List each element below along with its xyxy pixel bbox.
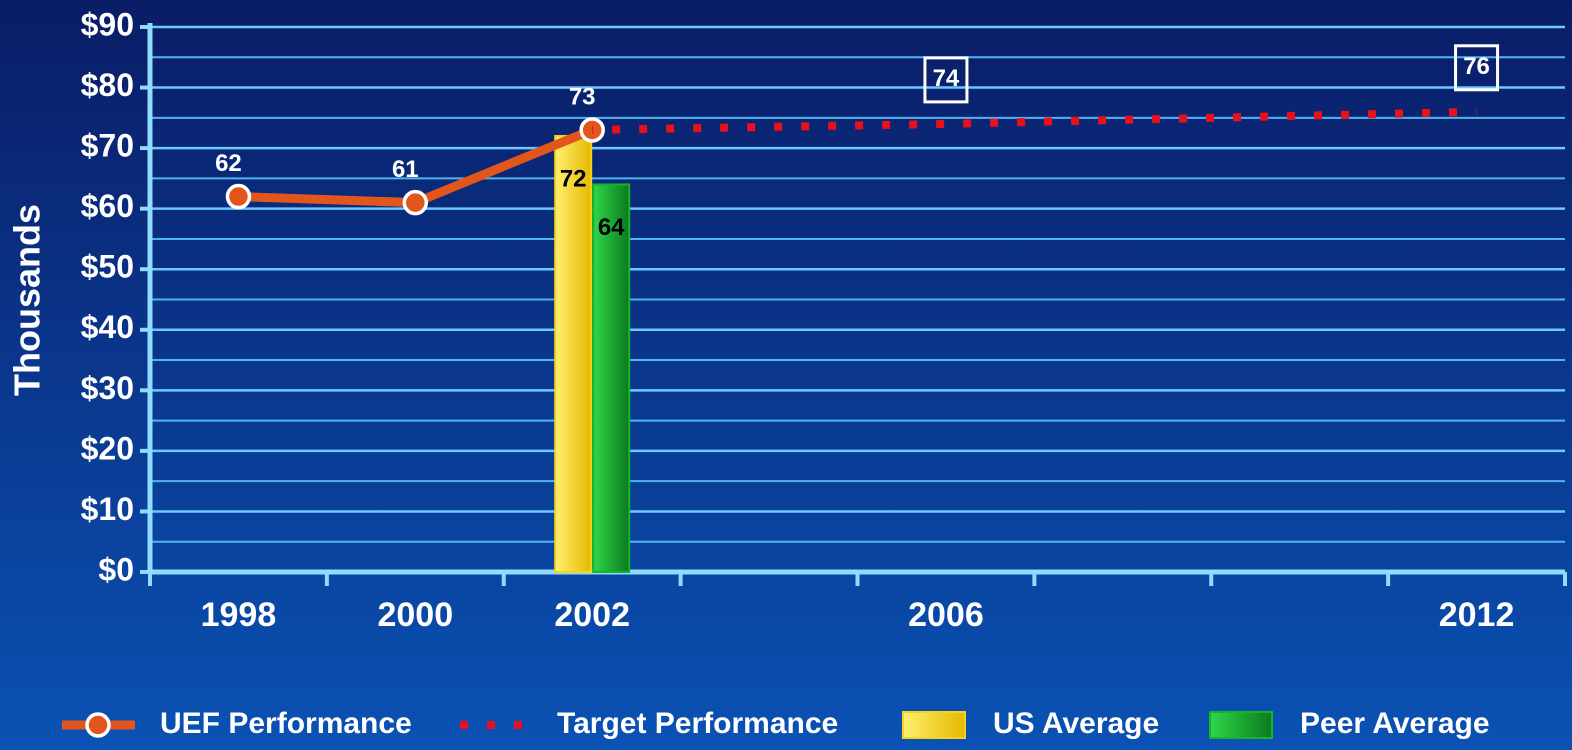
bar — [554, 135, 593, 573]
legend-label: US Average — [993, 707, 1159, 740]
legend-label: Peer Average — [1300, 707, 1490, 740]
legend-swatch — [1209, 711, 1273, 739]
x-tick-label: 2002 — [554, 596, 630, 634]
y-tick-label: $50 — [81, 249, 134, 285]
point-label: 74 — [933, 65, 960, 92]
legend-label: UEF Performance — [160, 707, 412, 740]
y-axis-label: Thousands — [7, 204, 48, 396]
bar — [592, 183, 631, 573]
x-tick-label: 1998 — [201, 596, 277, 634]
bar-label: 72 — [560, 165, 587, 192]
y-tick-label: $30 — [81, 370, 134, 406]
y-tick-label: $60 — [81, 188, 134, 224]
point — [402, 189, 429, 216]
label-box — [1454, 44, 1500, 92]
point-label: 73 — [569, 83, 596, 110]
y-tick-label: $40 — [81, 309, 134, 345]
point — [225, 183, 252, 210]
y-tick-label: $80 — [81, 67, 134, 103]
point-label: 76 — [1463, 53, 1490, 80]
x-tick-label: 2000 — [377, 596, 453, 634]
point-label: 62 — [215, 150, 242, 177]
legend-label: Target Performance — [557, 707, 838, 740]
y-tick-label: $10 — [81, 491, 134, 527]
legend-point — [85, 712, 111, 738]
point-label: 61 — [392, 156, 419, 183]
bar-label: 64 — [598, 214, 625, 241]
y-tick-label: $20 — [81, 430, 134, 466]
x-tick-label: 2006 — [908, 596, 984, 634]
y-tick-label: $0 — [98, 551, 134, 587]
y-tick-label: $90 — [81, 6, 134, 42]
label-box — [923, 56, 969, 104]
x-tick-label: 2012 — [1439, 596, 1515, 634]
y-tick-label: $70 — [81, 128, 134, 164]
legend-swatch — [902, 711, 966, 739]
